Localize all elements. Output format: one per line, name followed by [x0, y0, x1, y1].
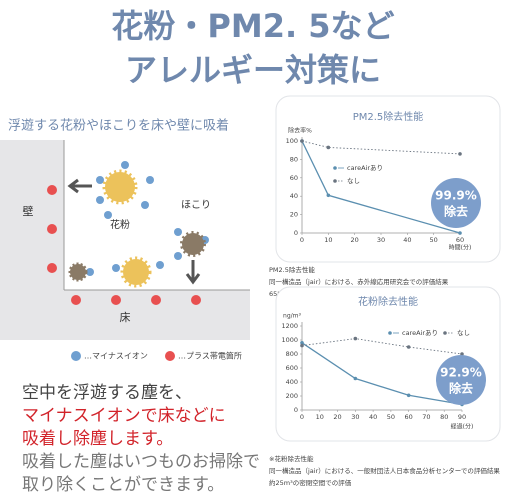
y-tick-label: 40 — [290, 192, 298, 200]
floor-label: 床 — [120, 310, 131, 324]
badge-label: 除去 — [449, 381, 473, 396]
x-tick-label: 20 — [351, 236, 359, 244]
body-line: 吸着した塵はいつものお掃除で — [22, 452, 260, 472]
badge-value: 92.9% — [440, 366, 482, 380]
data-point — [458, 231, 462, 235]
illustration: 壁 床 花粉 ほこり …マイナスイオン …プラス帯電箇所 — [0, 140, 250, 361]
data-point — [326, 145, 331, 150]
floor-shape — [0, 290, 250, 340]
body-line: マイナスイオンで床などに — [22, 406, 226, 426]
x-tick-label: 90 — [458, 413, 466, 421]
x-tick-label: 30 — [351, 413, 359, 421]
data-point — [326, 193, 331, 198]
y-tick-label: 800 — [286, 350, 298, 358]
badge-label: 除去 — [444, 204, 468, 219]
x-tick-label: 30 — [377, 236, 385, 244]
minus-ions — [86, 161, 209, 276]
body-text: 空中を浮遊する塵を、マイナスイオンで床などに吸着し除塵します。吸着した塵はいつも… — [22, 383, 260, 495]
legend-label: …プラス帯電箇所 — [178, 351, 242, 361]
y-tick-label: 80 — [290, 155, 298, 163]
legend-label: …マイナスイオン — [84, 352, 148, 361]
x-tick-label: 0 — [300, 236, 304, 244]
caption: 浮遊する花粉やほこりを床や壁に吸着 — [8, 118, 229, 134]
legend-swatch — [71, 351, 81, 361]
y-tick-label: 1000 — [281, 336, 298, 344]
x-tick-label: 40 — [403, 236, 411, 244]
x-tick-label: 0 — [300, 413, 304, 421]
x-tick-label: 80 — [440, 413, 448, 421]
arrow — [67, 178, 92, 194]
data-point — [300, 139, 304, 143]
badge-value: 99.9% — [435, 189, 477, 203]
x-tick-label: 10 — [324, 236, 332, 244]
dust-grain — [180, 231, 206, 257]
wall-label: 壁 — [23, 204, 34, 218]
x-tick-label: 20 — [333, 413, 341, 421]
x-tick-label: 60 — [456, 236, 464, 244]
legend-marker — [443, 331, 447, 335]
dust-label: ほこり — [181, 199, 211, 211]
x-tick-label: 50 — [430, 236, 438, 244]
legend-marker — [333, 166, 337, 170]
y-tick-label: 1200 — [281, 322, 298, 330]
legend-label: careAirあり — [402, 329, 438, 337]
data-point — [406, 393, 411, 398]
arrow — [185, 260, 201, 285]
legend-marker — [333, 179, 337, 183]
badge — [436, 355, 486, 405]
data-point — [353, 376, 358, 381]
body-line: 吸着し除塵します。 — [22, 429, 173, 449]
chart-note: ※花粉除去性能 — [269, 454, 314, 463]
body-line: 取り除くことができます。 — [22, 475, 224, 495]
legend-marker — [388, 331, 392, 335]
headline: 花粉・PM2. 5など — [111, 7, 394, 45]
y-tick-label: 200 — [286, 392, 298, 400]
pollen-label: 花粉 — [110, 218, 130, 231]
pollen-grain — [102, 169, 138, 205]
y-tick-label: 600 — [286, 364, 298, 372]
series-line — [301, 338, 463, 355]
y-tick-label: 0 — [294, 229, 298, 237]
y-axis-label: 除去率% — [288, 127, 312, 135]
y-axis-label: ng/m³ — [283, 313, 301, 320]
y-tick-label: 60 — [290, 174, 298, 182]
y-tick-label: 100 — [286, 137, 298, 145]
x-tick-label: 60 — [405, 413, 413, 421]
legend-label: なし — [457, 329, 470, 337]
x-tick-label: 50 — [387, 413, 395, 421]
x-tick-label: 40 — [369, 413, 377, 421]
data-point — [460, 352, 464, 356]
chart-note: 同一構造品（jair）における、赤外線応用研究会での評価結果 — [269, 277, 449, 286]
legend-label: careAirあり — [347, 164, 383, 172]
x-tick-label: 10 — [316, 413, 324, 421]
legend-swatch — [165, 351, 175, 361]
x-axis-label: 時間(分) — [449, 244, 472, 252]
data-point — [406, 345, 411, 349]
chart-title: PM2.5除去性能 — [353, 110, 424, 123]
data-point — [300, 341, 304, 345]
data-point — [458, 152, 462, 156]
y-tick-label: 400 — [286, 378, 298, 386]
y-tick-label: 20 — [290, 211, 298, 219]
headline: アレルギー対策に — [125, 51, 381, 89]
data-point — [300, 343, 304, 348]
chart-title: 花粉除去性能 — [358, 295, 418, 308]
chart-note: PM2.5除去性能 — [269, 265, 315, 274]
x-tick-label: 70 — [422, 413, 430, 421]
chart-note: 同一構造品（jair）における、一般財団法人日本食品分析センターでの評価結果 — [269, 466, 500, 475]
y-tick-label: 0 — [294, 406, 298, 414]
legend-label: なし — [347, 177, 360, 185]
chart-note: 約25m³の密閉空間での評価 — [269, 478, 352, 487]
dust-grain — [68, 262, 88, 282]
x-axis-label: 経過(分) — [451, 423, 474, 431]
chart-panel — [275, 286, 501, 442]
series-line — [301, 342, 463, 406]
pollen-grain — [120, 256, 152, 288]
body-line: 空中を浮遊する塵を、 — [22, 383, 192, 403]
badge — [431, 178, 481, 228]
data-point — [353, 336, 358, 341]
plus-charges — [47, 185, 201, 305]
